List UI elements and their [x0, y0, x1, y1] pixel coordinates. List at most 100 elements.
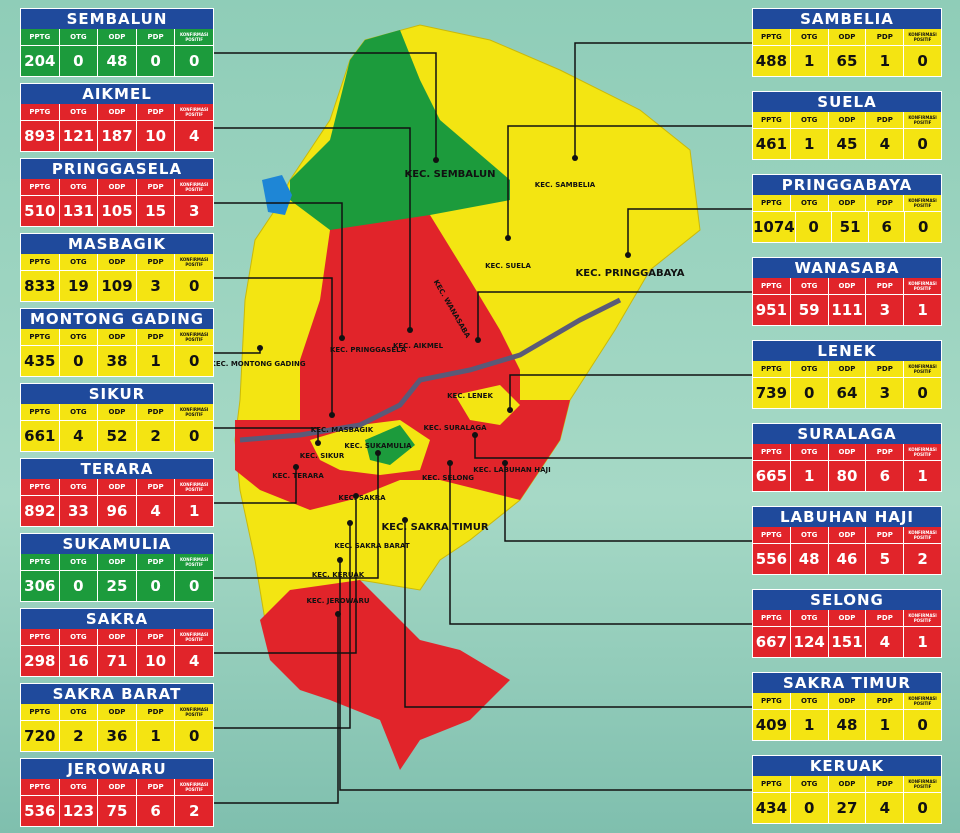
district-dot [402, 517, 408, 523]
value-cell: 1 [866, 46, 905, 76]
leader-line [339, 560, 752, 791]
value-cell: 0 [188, 52, 200, 70]
panel-values: 461 1 45 4 0 [753, 128, 941, 159]
column-header: KONFIRMASI POSITIF [179, 707, 209, 717]
value-cell: 38 [98, 346, 137, 376]
district-panel: SUKAMULIA PPTG OTG ODP PDP KONFIRMASI POSITIF… [20, 533, 214, 602]
panel-values: 665 1 80 6 1 [753, 460, 941, 491]
column-header: PPTG [21, 554, 60, 570]
column-header: PPTG [753, 361, 791, 377]
leader-line [474, 435, 752, 459]
panel-title: LABUHAN HAJI [753, 507, 941, 527]
column-header: KONFIRMASI POSITIF [179, 407, 209, 417]
column-header: PDP [137, 704, 176, 720]
map-road [239, 297, 622, 443]
district-dot [353, 493, 359, 499]
value-cell: 10 [137, 646, 176, 676]
column-header: PPTG [753, 693, 791, 709]
value-cell: 1 [917, 301, 928, 319]
panel-values: 720 2 36 1 0 [21, 720, 213, 751]
panel-header: PPTG OTG ODP PDP KONFIRMASI POSITIF [21, 29, 213, 45]
column-header: OTG [791, 29, 829, 45]
value-cell: 0 [918, 218, 929, 236]
column-header: PDP [866, 29, 905, 45]
district-dot [315, 440, 321, 446]
leader-line [214, 427, 319, 443]
column-header: KONFIRMASI POSITIF [908, 779, 937, 789]
value-cell: 16 [60, 646, 99, 676]
district-panel: SIKUR PPTG OTG ODP PDP KONFIRMASI POSITIF 661 4… [20, 383, 214, 452]
column-header: PPTG [753, 527, 791, 543]
value-cell: 893 [21, 121, 60, 151]
value-cell: 151 [829, 627, 867, 657]
column-header: KONFIRMASI POSITIF [179, 557, 209, 567]
district-panel: KERUAK PPTG OTG ODP PDP KONFIRMASI POSITIF 434… [752, 755, 942, 824]
column-header: PDP [866, 195, 905, 211]
column-header: ODP [829, 610, 867, 626]
value-cell: 64 [829, 378, 867, 408]
district-panel: LENEK PPTG OTG ODP PDP KONFIRMASI POSITIF 739 0… [752, 340, 942, 409]
panel-header: PPTG OTG ODP PDP KONFIRMASI POSITIF [753, 29, 941, 45]
district-panel: MONTONG GADING PPTG OTG ODP PDP KONFIRMASI PO… [20, 308, 214, 377]
column-header: KONFIRMASI POSITIF [179, 32, 209, 42]
district-dot [475, 337, 481, 343]
value-cell: 45 [829, 129, 867, 159]
value-cell: 435 [21, 346, 60, 376]
column-header: ODP [829, 776, 867, 792]
value-cell: 48 [98, 46, 137, 76]
leader-line [449, 463, 752, 625]
value-cell: 0 [917, 799, 928, 817]
value-cell: 0 [917, 135, 928, 153]
panel-values: 893 121 187 10 4 [21, 120, 213, 151]
panel-values: 951 59 111 3 1 [753, 294, 941, 325]
value-cell: 0 [917, 384, 928, 402]
panel-header: PPTG OTG ODP PDP KONFIRMASI POSITIF [753, 610, 941, 626]
panel-header: PPTG OTG ODP PDP KONFIRMASI POSITIF [753, 361, 941, 377]
column-header: PPTG [21, 104, 60, 120]
map-label: KEC. SIKUR [300, 452, 345, 460]
panel-title: AIKMEL [21, 84, 213, 104]
district-panel: SAKRA PPTG OTG ODP PDP KONFIRMASI POSITIF 298 1… [20, 608, 214, 677]
column-header: PDP [137, 479, 176, 495]
map-label: KEC. SUELA [485, 262, 531, 270]
panel-header: PPTG OTG ODP PDP KONFIRMASI POSITIF [753, 527, 941, 543]
column-header: ODP [829, 527, 867, 543]
leader-line [214, 127, 411, 330]
value-cell: 4 [866, 793, 905, 823]
column-header: PDP [866, 527, 905, 543]
district-dot [337, 557, 343, 563]
value-cell: 488 [753, 46, 791, 76]
value-cell: 36 [98, 721, 137, 751]
column-header: OTG [791, 444, 829, 460]
value-cell: 0 [137, 46, 176, 76]
value-cell: 665 [753, 461, 791, 491]
value-cell: 0 [60, 346, 99, 376]
value-cell: 0 [60, 571, 99, 601]
map-label: KEC. TERARA [272, 472, 324, 480]
panel-title: PRINGGASELA [21, 159, 213, 179]
value-cell: 298 [21, 646, 60, 676]
district-dot [472, 432, 478, 438]
district-panel: SAKRA BARAT PPTG OTG ODP PDP KONFIRMASI POSIT… [20, 683, 214, 752]
column-header: PPTG [753, 610, 791, 626]
value-cell: 4 [188, 127, 200, 145]
leader-line [214, 496, 357, 654]
column-header: OTG [60, 479, 99, 495]
panel-values: 435 0 38 1 0 [21, 345, 213, 376]
value-cell: 6 [869, 212, 906, 242]
value-cell: 19 [60, 271, 99, 301]
panel-header: PPTG OTG ODP PDP KONFIRMASI POSITIF [753, 195, 941, 211]
value-cell: 556 [753, 544, 791, 574]
value-cell: 409 [753, 710, 791, 740]
district-panel: WANASABA PPTG OTG ODP PDP KONFIRMASI POSITIF 9… [752, 257, 942, 326]
panel-title: KERUAK [753, 756, 941, 776]
panel-header: PPTG OTG ODP PDP KONFIRMASI POSITIF [753, 693, 941, 709]
value-cell: 4 [866, 129, 905, 159]
leader-line [574, 42, 752, 158]
panel-header: PPTG OTG ODP PDP KONFIRMASI POSITIF [21, 554, 213, 570]
value-cell: 0 [917, 716, 928, 734]
column-header: ODP [98, 479, 137, 495]
value-cell: 25 [98, 571, 137, 601]
column-header: OTG [791, 527, 829, 543]
